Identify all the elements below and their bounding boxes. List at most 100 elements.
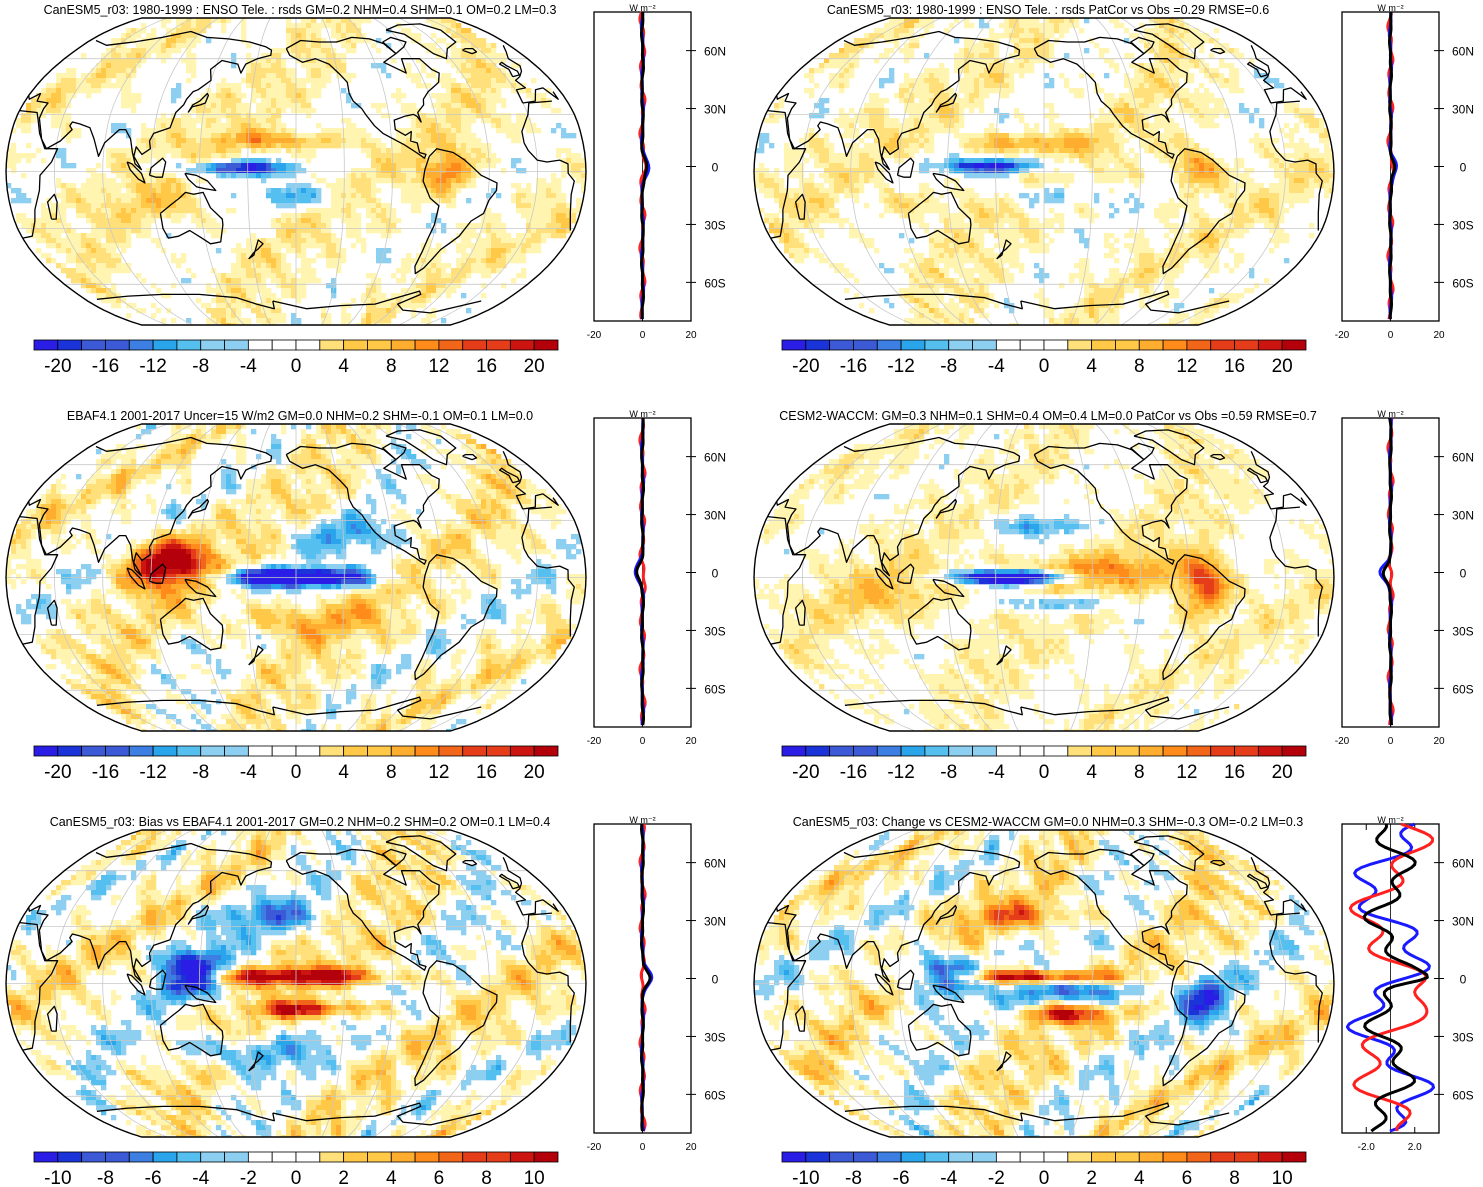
colorbar-swatch [390,339,416,351]
colorbar-swatch [247,339,273,351]
profile-ytick-label: 30S [704,624,725,638]
coast-newguinea [184,172,217,192]
map-border [5,423,587,732]
colorbar-swatch [805,745,831,757]
colorbar-swatch [1115,1151,1140,1163]
colorbar-swatch [995,745,1021,757]
coast-namerica [1033,848,1188,971]
panel-1: CanESM5_r03: 1980-1999 : ENSO Tele. : rs… [5,3,726,377]
colorbar-swatch [176,745,202,757]
coast-nz [248,645,264,666]
colorbar-swatch [1210,339,1235,351]
colorbar-swatch [1186,339,1212,351]
panel-title: CanESM5_r03: Change vs CESM2-WACCM GM=0.… [793,815,1304,829]
profile-xtick-label: 20 [1433,330,1445,341]
colorbar-tick: 0 [1039,762,1050,783]
coast-greenland [385,429,457,466]
coast-madagascar [46,1005,58,1032]
coastlines [767,23,1323,314]
colorbar-tick: 0 [291,356,302,377]
profile-ytick-label: 60N [704,857,726,871]
colorbar-tick: -8 [192,356,209,377]
colorbar-swatch [224,339,249,351]
coast-iceland [462,859,478,867]
colorbar: -20 -16 -12 -8 -4 0 4 8 12 16 20 [33,339,559,377]
colorbar-tick: 12 [1176,356,1197,377]
coast-greenland [1133,429,1205,466]
coast-namerica [1033,36,1188,159]
colorbar-swatch [1115,339,1140,351]
colorbar-swatch [805,1151,831,1163]
colorbar-swatch [271,339,297,351]
coastlines [767,835,1323,1126]
colorbar-tick: 4 [338,356,349,377]
colorbar-swatch [1162,1151,1188,1163]
coast-namerica [285,848,440,971]
coast-samerica [1162,554,1246,681]
coast-madagascar [794,599,806,626]
colorbar-tick: 16 [476,356,497,377]
profile-ytick-label: 60S [704,276,725,290]
coast-nz [996,239,1012,260]
colorbar-tick: 12 [1176,762,1197,783]
colorbar-swatch [176,1151,202,1163]
coastlines [19,429,575,720]
coast-borneo [896,563,915,584]
map-field [754,424,1334,731]
profile-xtick-label: -20 [1335,736,1350,747]
profile-ytick-label: 30N [704,915,726,929]
coast-newguinea [932,172,965,192]
colorbar-swatch [152,339,178,351]
colorbar-swatch [1019,339,1045,351]
colorbar-tick: -16 [92,762,119,783]
colorbar-swatch [438,339,464,351]
colorbar-swatch [1067,1151,1093,1163]
profile-curve [1381,417,1393,726]
panel-title: CanESM5_r03: 1980-1999 : ENSO Tele. : rs… [44,3,557,17]
profile-xtick-label: 0 [640,1142,646,1153]
colorbar-tick: -16 [840,762,867,783]
colorbar-swatch [1210,1151,1235,1163]
colorbar-tick: -8 [940,356,957,377]
colorbar-tick: 10 [524,1168,545,1187]
colorbar-swatch [152,745,178,757]
colorbar-swatch [924,745,950,757]
profile-ytick-label: 30S [1452,218,1473,232]
colorbar-swatch [900,1151,926,1163]
colorbar-tick: 8 [481,1168,492,1187]
graticule [754,424,1334,731]
colorbar-swatch [509,745,535,757]
graticule [6,18,586,325]
coast-eurasia [776,436,1307,577]
colorbar-swatch [128,339,154,351]
colorbar-swatch [972,1151,997,1163]
colorbar: -20 -16 -12 -8 -4 0 4 8 12 16 20 [33,745,559,783]
colorbar-tick: 12 [428,762,449,783]
coast-namerica [1033,442,1188,565]
colorbar-tick: 16 [476,762,497,783]
coast-japan [187,904,210,925]
colorbar-swatch [509,339,535,351]
profile-ytick-label: 30S [1452,1030,1473,1044]
colorbar-swatch [105,745,130,757]
map-field [754,18,1334,325]
colorbar-tick: -20 [792,356,819,377]
colorbar-tick: 8 [386,356,397,377]
map-field [754,830,1334,1137]
map-border [753,17,1335,326]
coast-sumatra [874,567,894,590]
colorbar-tick: -4 [240,356,257,377]
coast-japan [935,498,958,519]
colorbar-swatch [105,1151,130,1163]
colorbar-swatch [995,339,1021,351]
profile-unit: W m⁻² [1377,3,1403,13]
colorbar-tick: -2 [988,1168,1005,1187]
zonal-profile: W m⁻² 60N 30N 0 30S 60S -20 0 20 [587,409,726,747]
coast-borneo [896,969,915,990]
coast-samerica [1162,960,1246,1087]
zonal-profile: W m⁻² 60N 30N 0 30S 60S -20 0 20 [587,3,726,341]
colorbar-swatch [1138,339,1164,351]
map-field [6,424,586,731]
coast-africa [767,912,1323,1051]
